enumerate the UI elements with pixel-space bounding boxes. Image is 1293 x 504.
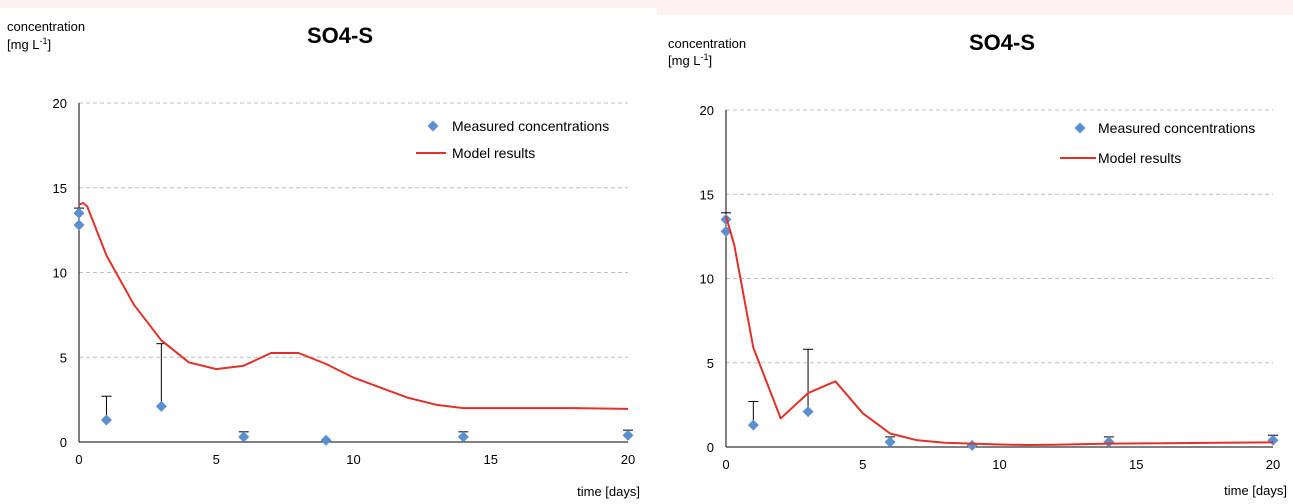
data-point	[238, 431, 250, 443]
data-point	[155, 400, 167, 412]
x-tick-label: 15	[484, 452, 498, 467]
y-tick-label: 0	[707, 440, 714, 455]
data-point	[73, 219, 85, 231]
data-point	[457, 431, 469, 443]
legend-marker-measured	[427, 120, 439, 132]
y-tick-label: 20	[53, 96, 67, 111]
x-tick-label: 5	[859, 457, 866, 472]
data-point	[1267, 434, 1279, 446]
y-tick-label: 15	[700, 187, 714, 202]
y-axis-unit-close: ]	[48, 37, 52, 52]
x-tick-label: 5	[213, 452, 220, 467]
data-point	[100, 414, 112, 426]
data-point	[1103, 436, 1115, 448]
y-axis-label: concentration	[7, 19, 85, 34]
y-tick-label: 10	[700, 272, 714, 287]
chart-panel-left: 0 5 10 15 20 0 5 10 15 20 SO4-S concentration [mg L-…	[0, 8, 657, 504]
y-tick-label: 10	[53, 266, 67, 281]
y-axis-unit: [mg L-1]	[7, 36, 51, 52]
data-point	[966, 439, 978, 451]
data-point	[747, 419, 759, 431]
legend-label-model: Model results	[452, 145, 535, 161]
y-axis-unit-exponent: -1	[701, 52, 709, 62]
y-axis-unit-exponent: -1	[40, 36, 48, 46]
y-tick-label: 15	[53, 181, 67, 196]
chart-panel-right: 0 5 10 15 20 0 5 10 15 20 SO4-S concentration [mg L-…	[652, 15, 1293, 504]
y-axis-unit-text: [mg L	[7, 37, 40, 52]
data-point	[802, 406, 814, 418]
y-tick-label: 5	[707, 356, 714, 371]
model-line	[725, 215, 1274, 446]
y-axis-unit-close: ]	[709, 53, 713, 68]
y-tick-label: 0	[60, 435, 67, 450]
x-tick-label: 15	[1129, 457, 1143, 472]
x-tick-label: 0	[722, 457, 729, 472]
legend-marker-measured	[1074, 122, 1086, 134]
x-axis-label: time [days]	[577, 484, 640, 499]
chart-title: SO4-S	[969, 30, 1035, 55]
y-axis-unit-text: [mg L	[668, 53, 701, 68]
legend-label-measured: Measured concentrations	[452, 118, 609, 134]
data-point	[622, 429, 634, 441]
x-tick-label: 10	[992, 457, 1006, 472]
data-point	[320, 434, 332, 446]
legend-label-measured: Measured concentrations	[1098, 120, 1255, 136]
x-axis-label: time [days]	[1224, 483, 1287, 498]
y-axis-unit: [mg L-1]	[668, 52, 712, 68]
x-tick-label: 20	[621, 452, 635, 467]
chart-left: 0 5 10 15 20 0 5 10 15 20 SO4-S concentration [mg L-…	[7, 19, 640, 499]
x-tick-label: 20	[1266, 457, 1280, 472]
y-tick-label: 20	[700, 103, 714, 118]
chart-title: SO4-S	[307, 23, 373, 48]
data-point	[884, 436, 896, 448]
y-axis-label: concentration	[668, 36, 746, 51]
y-tick-label: 5	[60, 350, 67, 365]
model-line	[78, 202, 629, 410]
legend-label-model: Model results	[1098, 150, 1181, 166]
x-tick-label: 10	[346, 452, 360, 467]
x-tick-label: 0	[75, 452, 82, 467]
data-point	[73, 207, 85, 219]
